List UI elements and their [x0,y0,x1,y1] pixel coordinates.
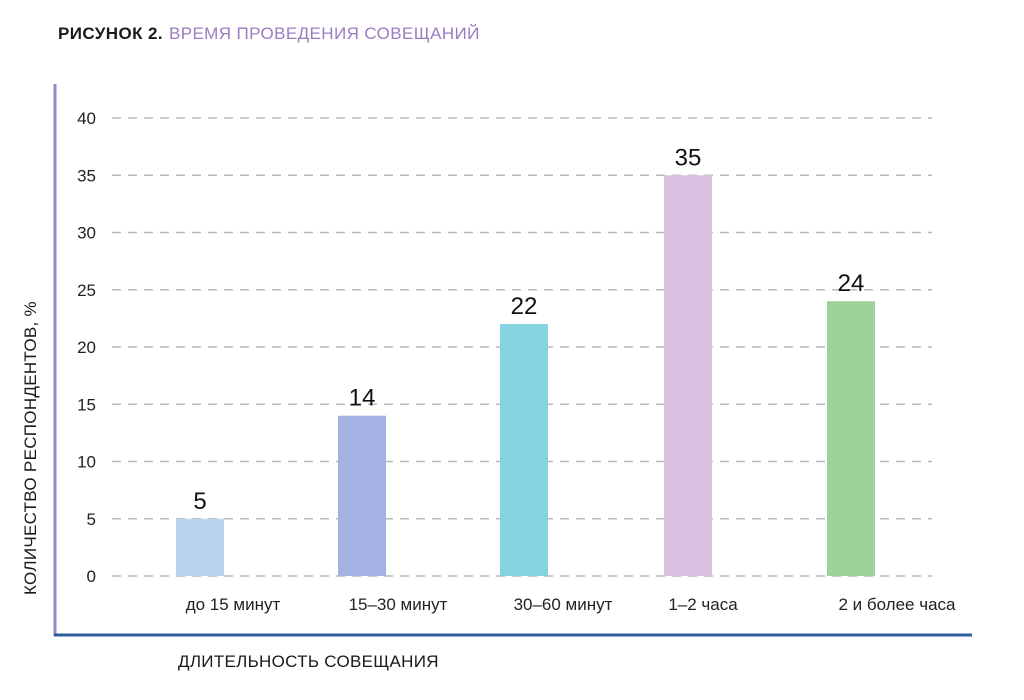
x-tick-label: 30–60 минут [514,595,613,614]
bar-value-label: 14 [349,385,376,412]
bar-value-label: 22 [511,293,538,320]
figure-label: РИСУНОК 2. [58,24,163,43]
x-tick-label: 2 и более часа [838,595,956,614]
x-tick-label: 15–30 минут [349,595,448,614]
bar [664,175,712,576]
bar [176,518,224,576]
y-tick-label: 10 [77,453,96,472]
y-tick-label: 25 [77,281,96,300]
figure-name: ВРЕМЯ ПРОВЕДЕНИЯ СОВЕЩАНИЙ [168,24,480,43]
y-tick-label: 0 [87,567,96,586]
x-axis-title: ДЛИТЕЛЬНОСТЬ СОВЕЩАНИЯ [178,652,439,671]
y-tick-label: 40 [77,109,96,128]
y-tick-label: 30 [77,224,96,243]
y-tick-label: 5 [87,510,96,529]
figure-title: РИСУНОК 2. ВРЕМЯ ПРОВЕДЕНИЯ СОВЕЩАНИЙ [58,24,480,44]
y-tick-label: 35 [77,166,96,185]
bar [500,324,548,576]
y-tick-label: 15 [77,395,96,414]
bar-value-label: 35 [675,144,702,171]
x-tick-label: до 15 минут [186,595,281,614]
y-tick-label: 20 [77,338,96,357]
x-tick-label: 1–2 часа [668,595,738,614]
bar [827,301,875,576]
bar-value-label: 5 [193,488,206,515]
bar-value-label: 24 [838,270,865,297]
bar [338,415,386,576]
